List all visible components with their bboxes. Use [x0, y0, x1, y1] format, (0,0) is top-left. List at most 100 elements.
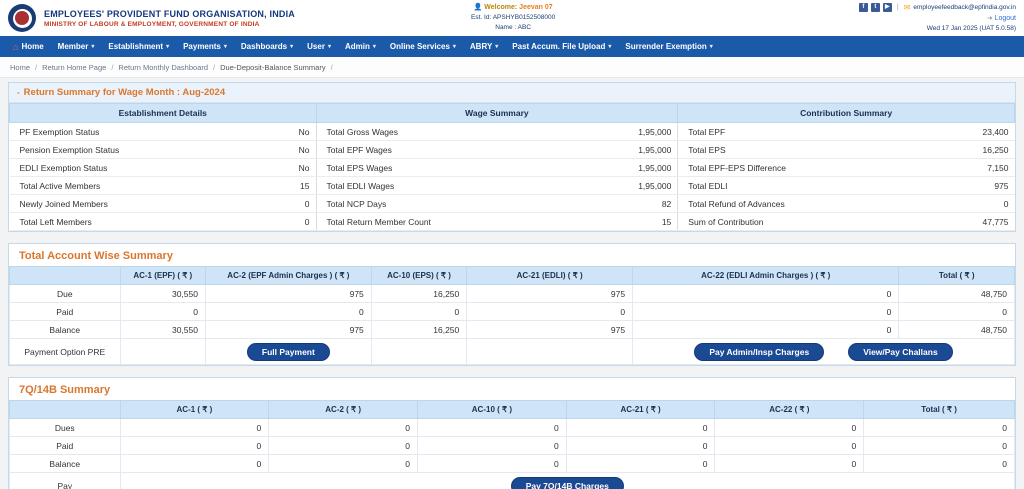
breadcrumb-item[interactable]: Return Home Page / [42, 63, 118, 72]
nav-item[interactable]: Admin ▾ [338, 42, 383, 51]
col-header: AC-10 (EPS) ( ₹ ) [370, 266, 468, 285]
separator-pipe: | [896, 3, 899, 11]
payment-option-label: Payment Option PRE [9, 338, 121, 365]
ac2-value: 0 [204, 302, 372, 321]
chevron-down-icon: ▾ [372, 44, 376, 50]
youtube-icon[interactable]: ▶ [882, 3, 892, 13]
pay-7q14b-charges-button[interactable]: Pay 7Q/14B Charges [510, 476, 624, 489]
nav-item[interactable]: Payments ▾ [176, 42, 234, 51]
return-summary-panel: - Return Summary for Wage Month : Aug-20… [8, 82, 1016, 232]
breadcrumb-item[interactable]: Return Monthly Dashboard / [118, 63, 220, 72]
ac21-value: 0 [466, 302, 634, 321]
col-header: AC-1 (EPF) ( ₹ ) [119, 266, 206, 285]
ac2-value: 975 [204, 284, 372, 303]
total-value: 0 [863, 454, 1015, 473]
col-header: Total ( ₹ ) [898, 266, 1015, 285]
pay-admin-insp-charges-button[interactable]: Pay Admin/Insp Charges [694, 342, 825, 361]
logout-icon: ➜ [987, 14, 993, 22]
breadcrumb-label: Home [10, 62, 31, 72]
chevron-down-icon: ▾ [452, 44, 456, 50]
establishment-id: Est. Id: APSHYB0152508000 [471, 14, 556, 22]
ac22-value: 0 [714, 418, 865, 437]
ac22-value: 0 [714, 454, 865, 473]
empty-cell [466, 338, 634, 365]
table-row: PF Exemption Status No Total Gross Wages… [9, 122, 1015, 141]
empty-cell [370, 338, 468, 365]
contribution-label: Total EPS [677, 140, 879, 159]
nav-home-label: Home [21, 42, 44, 51]
ac22-value: 0 [632, 320, 900, 339]
total-value: 0 [863, 418, 1015, 437]
nav-item[interactable]: Dashboards ▾ [234, 42, 300, 51]
table-row: Dues 0 0 0 0 0 0 [9, 418, 1015, 437]
contribution-label: Total EPF [677, 122, 879, 141]
nav-item[interactable]: Past Accum. File Upload ▾ [505, 42, 618, 51]
account-wise-summary-title: Total Account Wise Summary [19, 250, 173, 262]
ac21-value: 975 [466, 320, 634, 339]
section-bullet-icon: - [17, 88, 20, 97]
col-header: AC-1 ( ₹ ) [119, 400, 270, 419]
facebook-icon[interactable]: f [858, 3, 868, 13]
nav-item-label: Past Accum. File Upload [512, 42, 606, 51]
breadcrumb-separator: / [213, 62, 216, 72]
chevron-down-icon: ▾ [495, 44, 499, 50]
view-pay-challans-button[interactable]: View/Pay Challans [848, 342, 953, 361]
table-row: Balance 30,550 975 16,250 975 0 48,750 [9, 320, 1015, 339]
establishment-label: EDLI Exemption Status [9, 158, 261, 177]
7q14b-summary-panel: 7Q/14B Summary AC-1 ( ₹ ) AC-2 ( ₹ ) AC-… [8, 377, 1016, 489]
breadcrumb-item[interactable]: Due-Deposit-Balance Summary / [220, 63, 338, 72]
nav-item-label: Establishment [108, 42, 164, 51]
main-navbar: ⌂ Home Member ▾ Establishment ▾ Payments… [0, 36, 1024, 57]
chevron-down-icon: ▾ [166, 44, 170, 50]
wage-label: Total NCP Days [315, 194, 538, 213]
nav-item-home[interactable]: ⌂ Home [6, 42, 51, 52]
row-label: Balance [9, 320, 121, 339]
establishment-label: PF Exemption Status [9, 122, 261, 141]
nav-item-label: Dashboards [240, 42, 288, 51]
ac22-value: 0 [632, 284, 900, 303]
establishment-value: No [260, 158, 317, 177]
payment-option-row: Payment Option PRE Full Payment Pay Admi… [9, 338, 1015, 365]
account-wise-summary-panel: Total Account Wise Summary AC-1 (EPF) ( … [8, 243, 1016, 366]
nav-item[interactable]: User ▾ [300, 42, 338, 51]
pay-row-label: Pay [9, 472, 121, 489]
envelope-icon: ✉ [903, 2, 911, 12]
col-header-establishment-details: Establishment Details [9, 103, 317, 123]
establishment-label: Newly Joined Members [9, 194, 261, 213]
row-label: Paid [9, 436, 121, 455]
total-value: 48,750 [898, 320, 1015, 339]
contribution-value: 23,400 [878, 122, 1015, 141]
nav-item[interactable]: ABRY ▾ [463, 42, 505, 51]
7q14b-summary-table: AC-1 ( ₹ ) AC-2 ( ₹ ) AC-10 ( ₹ ) AC-21 … [9, 400, 1016, 489]
col-header: AC-22 ( ₹ ) [714, 400, 865, 419]
wage-label: Total Return Member Count [315, 212, 538, 231]
logout-link[interactable]: Logout [994, 14, 1016, 22]
ac2-value: 0 [268, 418, 419, 437]
col-header: AC-22 (EDLI Admin Charges ) ( ₹ ) [632, 266, 900, 285]
ac1-value: 0 [119, 436, 270, 455]
wage-value: 1,95,000 [537, 122, 678, 141]
nav-item[interactable]: Online Services ▾ [383, 42, 463, 51]
ac10-value: 16,250 [370, 320, 468, 339]
ac22-value: 0 [632, 302, 900, 321]
twitter-icon[interactable]: t [870, 3, 880, 13]
total-value: 0 [898, 302, 1015, 321]
feedback-email-link[interactable]: employeefeedback@epfindia.gov.in [913, 4, 1016, 11]
nav-item[interactable]: Member ▾ [51, 42, 102, 51]
ac10-value: 0 [417, 418, 567, 437]
chevron-down-icon: ▾ [709, 44, 713, 50]
main-content: - Return Summary for Wage Month : Aug-20… [0, 78, 1024, 489]
ac2-value: 975 [204, 320, 372, 339]
breadcrumb-item[interactable]: Home / [10, 63, 42, 72]
chevron-down-icon: ▾ [91, 44, 95, 50]
nav-item[interactable]: Surrender Exemption ▾ [618, 42, 719, 51]
table-row: EDLI Exemption Status No Total EPS Wages… [9, 158, 1015, 177]
full-payment-button[interactable]: Full Payment [246, 342, 330, 361]
person-icon: 👤 [473, 4, 483, 11]
welcome-label: Welcome: [484, 4, 518, 11]
ac21-value: 0 [565, 454, 716, 473]
breadcrumb-label: Return Home Page [42, 62, 107, 72]
table-row: Due 30,550 975 16,250 975 0 48,750 [9, 284, 1015, 303]
return-summary-table: Establishment Details Wage Summary Contr… [9, 103, 1015, 231]
nav-item[interactable]: Establishment ▾ [101, 42, 176, 51]
